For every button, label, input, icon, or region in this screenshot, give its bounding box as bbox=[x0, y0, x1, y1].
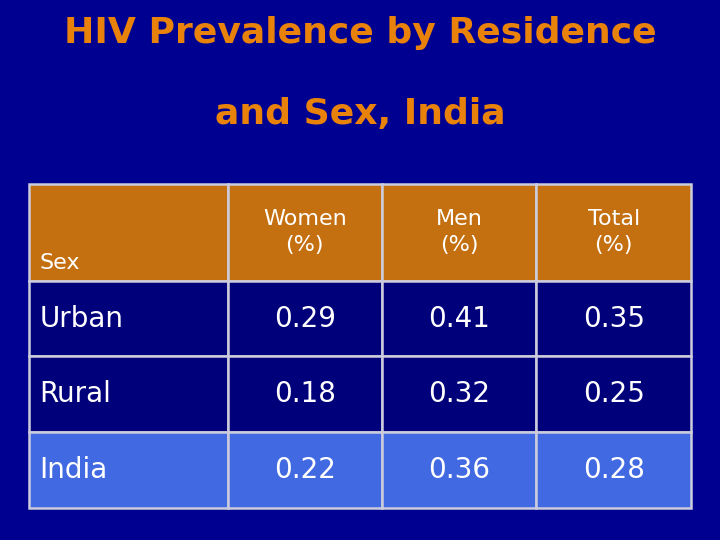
Bar bbox=[536, 281, 691, 356]
Text: India: India bbox=[40, 456, 108, 484]
Bar bbox=[228, 281, 382, 356]
Bar bbox=[382, 432, 536, 508]
Text: Men
(%): Men (%) bbox=[436, 209, 482, 255]
Text: 0.22: 0.22 bbox=[274, 456, 336, 484]
Text: 0.35: 0.35 bbox=[582, 305, 644, 333]
Bar bbox=[228, 432, 382, 508]
Bar bbox=[29, 356, 228, 432]
Text: Urban: Urban bbox=[40, 305, 124, 333]
Text: 0.29: 0.29 bbox=[274, 305, 336, 333]
Bar bbox=[228, 184, 382, 281]
Text: 0.36: 0.36 bbox=[428, 456, 490, 484]
Bar bbox=[382, 184, 536, 281]
Text: 0.18: 0.18 bbox=[274, 380, 336, 408]
Bar bbox=[382, 356, 536, 432]
Bar bbox=[29, 281, 228, 356]
Bar bbox=[536, 432, 691, 508]
Bar bbox=[536, 356, 691, 432]
Text: Rural: Rural bbox=[40, 380, 112, 408]
Bar bbox=[29, 432, 228, 508]
Bar bbox=[29, 184, 228, 281]
Text: Sex: Sex bbox=[40, 253, 80, 273]
Bar bbox=[536, 184, 691, 281]
Text: Total
(%): Total (%) bbox=[588, 209, 640, 255]
Bar bbox=[228, 356, 382, 432]
Text: 0.25: 0.25 bbox=[582, 380, 644, 408]
Text: Women
(%): Women (%) bbox=[263, 209, 346, 255]
Text: 0.32: 0.32 bbox=[428, 380, 490, 408]
Text: HIV Prevalence by Residence: HIV Prevalence by Residence bbox=[63, 16, 657, 50]
Bar bbox=[382, 281, 536, 356]
Text: 0.28: 0.28 bbox=[582, 456, 644, 484]
Text: 0.41: 0.41 bbox=[428, 305, 490, 333]
Text: and Sex, India: and Sex, India bbox=[215, 97, 505, 131]
